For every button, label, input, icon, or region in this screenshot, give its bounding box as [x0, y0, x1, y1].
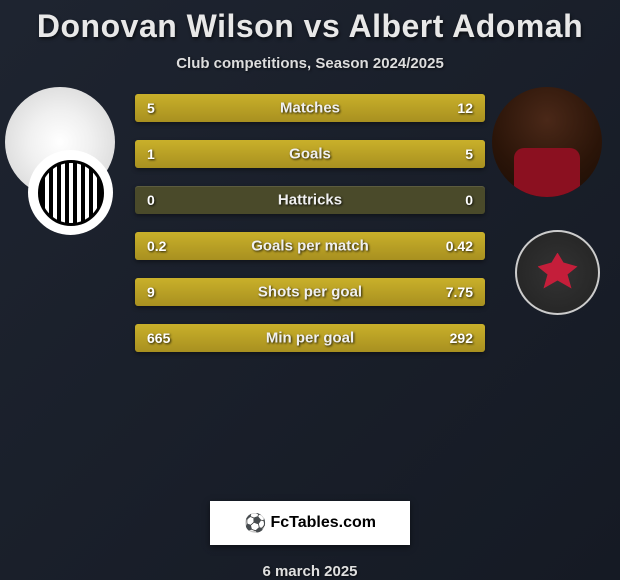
- stat-row: 9 Shots per goal 7.75: [135, 278, 485, 306]
- stat-label: Hattricks: [278, 192, 342, 209]
- stat-value-left: 0: [147, 192, 155, 208]
- attribution-badge: ⚽ FcTables.com: [210, 501, 410, 545]
- stat-row: 665 Min per goal 292: [135, 324, 485, 352]
- club-right-logo: [515, 230, 600, 315]
- stat-label: Goals per match: [251, 238, 369, 255]
- date-label: 6 march 2025: [262, 563, 357, 580]
- stat-row: 0 Hattricks 0: [135, 186, 485, 214]
- stat-value-right: 7.75: [446, 284, 473, 300]
- page-subtitle: Club competitions, Season 2024/2025: [176, 55, 444, 72]
- page-title: Donovan Wilson vs Albert Adomah: [37, 8, 583, 45]
- stat-value-right: 5: [465, 146, 473, 162]
- stats-list: 5 Matches 12 1 Goals 5 0 Hattricks 0 0.2 Goals per…: [135, 94, 485, 352]
- stat-row: 5 Matches 12: [135, 94, 485, 122]
- stat-label: Shots per goal: [258, 284, 362, 301]
- stat-bar-right: [195, 140, 486, 168]
- stat-row: 1 Goals 5: [135, 140, 485, 168]
- player-right-avatar: [492, 87, 602, 197]
- main-area: 5 Matches 12 1 Goals 5 0 Hattricks 0 0.2 Goals per…: [0, 92, 620, 481]
- stat-value-left: 0.2: [147, 238, 166, 254]
- attribution-text: FcTables.com: [270, 514, 376, 532]
- stat-value-right: 0: [465, 192, 473, 208]
- club-left-logo: [28, 150, 113, 235]
- stat-label: Matches: [280, 100, 340, 117]
- stat-value-left: 665: [147, 330, 170, 346]
- stat-label: Min per goal: [266, 330, 354, 347]
- stat-value-right: 292: [450, 330, 473, 346]
- stat-value-right: 12: [457, 100, 473, 116]
- stat-bar-left: [135, 140, 195, 168]
- stat-label: Goals: [289, 146, 331, 163]
- stat-value-left: 1: [147, 146, 155, 162]
- stat-row: 0.2 Goals per match 0.42: [135, 232, 485, 260]
- soccer-icon: ⚽: [244, 513, 266, 534]
- stat-bar-right: [237, 94, 486, 122]
- stat-value-right: 0.42: [446, 238, 473, 254]
- comparison-card: Donovan Wilson vs Albert Adomah Club com…: [0, 0, 620, 580]
- stat-value-left: 9: [147, 284, 155, 300]
- stat-value-left: 5: [147, 100, 155, 116]
